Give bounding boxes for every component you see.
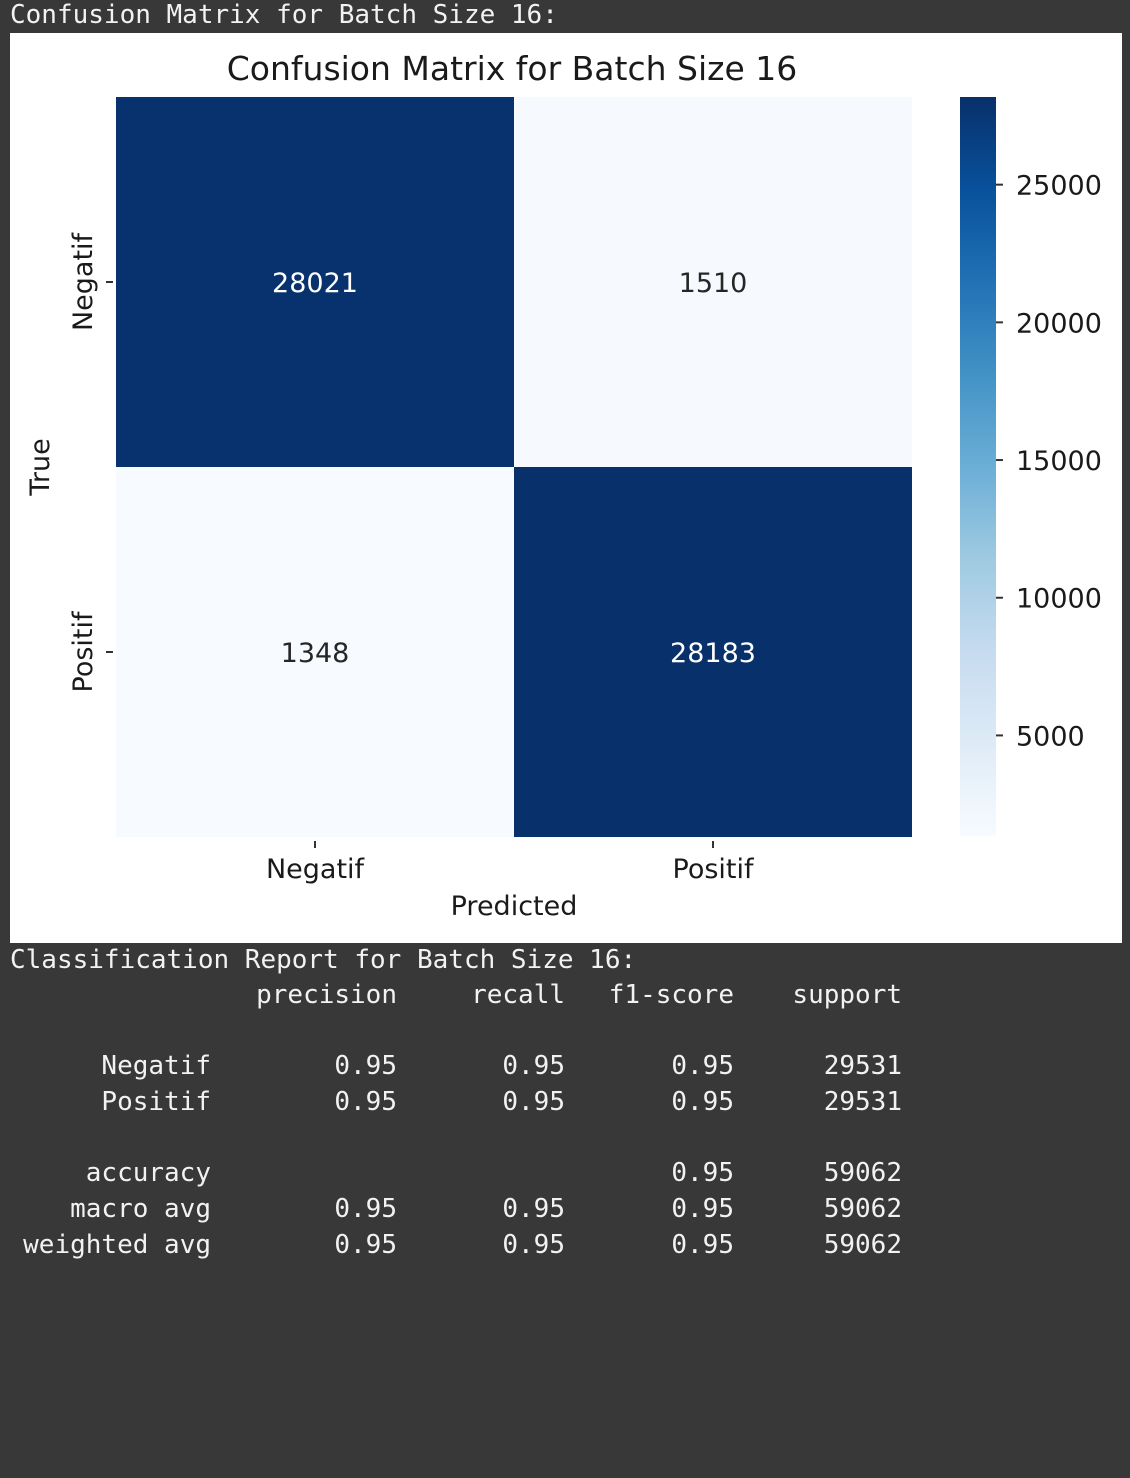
y-axis-label: True (25, 438, 56, 496)
classification-report-header: Classification Report for Batch Size 16: (10, 945, 637, 975)
report-precision: 0.95 (334, 1087, 397, 1118)
report-precision: 0.95 (334, 1194, 397, 1225)
report-blank-row (10, 1014, 73, 1050)
confusion-matrix-figure: Confusion Matrix for Batch Size 16 28021… (10, 33, 1122, 943)
colorbar-tick-label: 5000 (1016, 721, 1085, 752)
report-col-f1: f1-score (608, 980, 734, 1010)
heatmap-cell-value: 1348 (281, 638, 350, 669)
report-precision: 0.95 (334, 1051, 397, 1082)
report-f1: 0.95 (671, 1051, 734, 1082)
report-f1: 0.95 (671, 1087, 734, 1118)
report-label: Negatif (101, 1051, 211, 1082)
colorbar-tick-label: 20000 (1016, 308, 1102, 339)
report-recall: 0.95 (502, 1051, 565, 1082)
report-f1: 0.95 (671, 1229, 734, 1260)
heatmap-cell-value: 1510 (679, 268, 748, 299)
report-row-macro-avg: macro avg 0.95 0.95 0.95 59062 (10, 1192, 902, 1228)
report-support: 59062 (823, 1158, 902, 1189)
x-axis-label: Predicted (451, 891, 578, 922)
report-recall: 0.95 (502, 1229, 565, 1260)
report-row-positif: Positif 0.95 0.95 0.95 29531 (10, 1085, 902, 1121)
confusion-matrix-header: Confusion Matrix for Batch Size 16: (10, 0, 558, 30)
heatmap-cell-value: 28183 (670, 638, 756, 669)
heatmap-cell (514, 97, 912, 467)
report-label: weighted avg (23, 1229, 211, 1260)
colorbar (960, 97, 996, 836)
chart-title: Confusion Matrix for Batch Size 16 (227, 49, 797, 88)
report-recall: 0.95 (502, 1194, 565, 1225)
colorbar-tick-label: 25000 (1016, 171, 1102, 202)
colorbar-tick-label: 15000 (1016, 446, 1102, 477)
y-tick-label: Positif (68, 610, 99, 692)
colorbar-tick-label: 10000 (1016, 584, 1102, 615)
heatmap-cell (116, 467, 514, 837)
x-tick-label: Negatif (266, 854, 366, 885)
report-col-support: support (792, 980, 902, 1010)
report-label: Positif (101, 1087, 211, 1118)
report-support: 59062 (823, 1229, 902, 1260)
heatmap-cell-value: 28021 (272, 268, 358, 299)
y-tick-label: Negatif (68, 231, 99, 331)
report-row-negatif: Negatif 0.95 0.95 0.95 29531 (10, 1049, 902, 1085)
x-tick-label: Positif (673, 854, 755, 885)
classification-report: precision recall f1-score support Negati… (10, 978, 902, 1264)
report-label: macro avg (70, 1194, 211, 1225)
report-recall: 0.95 (502, 1087, 565, 1118)
report-header-row: precision recall f1-score support (10, 978, 902, 1014)
report-support: 59062 (823, 1194, 902, 1225)
report-blank-row (10, 1121, 73, 1157)
report-support: 29531 (823, 1051, 902, 1082)
report-f1: 0.95 (671, 1158, 734, 1189)
report-row-weighted-avg: weighted avg 0.95 0.95 0.95 59062 (10, 1228, 902, 1264)
report-support: 29531 (823, 1087, 902, 1118)
heatmap-cell (514, 467, 912, 837)
report-col-precision: precision (256, 980, 397, 1010)
report-label: accuracy (85, 1158, 211, 1189)
heatmap-cell (116, 97, 514, 467)
report-precision: 0.95 (334, 1229, 397, 1260)
confusion-matrix-chart: Confusion Matrix for Batch Size 16 28021… (25, 49, 1102, 922)
report-col-recall: recall (471, 980, 565, 1010)
report-row-accuracy: accuracy 0.95 59062 (10, 1156, 902, 1192)
report-f1: 0.95 (671, 1194, 734, 1225)
